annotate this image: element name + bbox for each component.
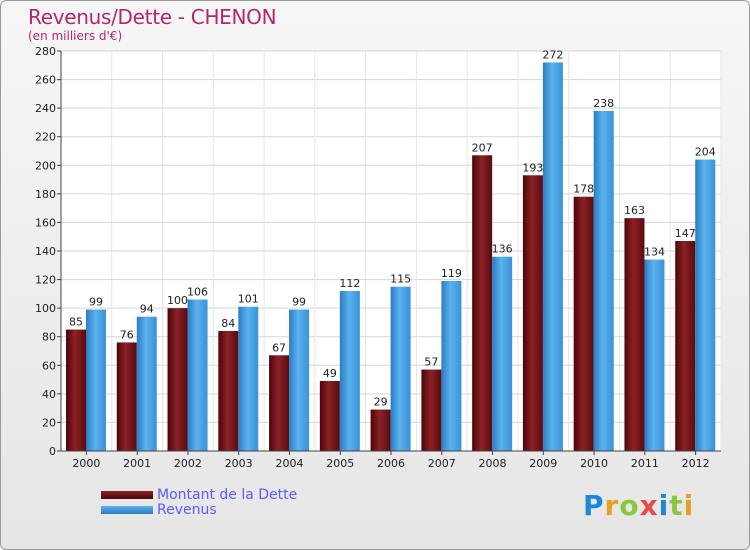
data-label: 49	[323, 367, 337, 380]
y-tick-label: 200	[35, 159, 56, 172]
x-tick-label: 2010	[580, 457, 608, 470]
bar-dette	[66, 329, 86, 451]
y-tick-label: 140	[35, 245, 56, 258]
logo-letter: t	[669, 489, 684, 522]
y-tick-label: 100	[35, 302, 56, 315]
data-label: 136	[492, 243, 513, 256]
y-tick-label: 280	[35, 45, 56, 58]
logo-letter: r	[604, 489, 620, 522]
data-label: 67	[272, 341, 286, 354]
data-label: 204	[695, 146, 716, 159]
legend-swatch-dette	[101, 491, 153, 499]
x-tick-label: 2004	[275, 457, 303, 470]
y-tick-label: 40	[42, 388, 56, 401]
legend-label-revenus: Revenus	[157, 502, 217, 518]
x-tick-label: 2011	[631, 457, 659, 470]
data-label: 238	[593, 97, 614, 110]
y-tick-label: 60	[42, 359, 56, 372]
data-label: 57	[424, 356, 438, 369]
y-tick-label: 0	[49, 445, 56, 458]
data-label: 85	[69, 316, 83, 329]
data-label: 115	[390, 273, 411, 286]
data-label: 94	[140, 303, 154, 316]
data-label: 101	[238, 293, 259, 306]
bar-dette	[218, 331, 239, 451]
data-label: 84	[221, 317, 235, 330]
x-tick-label: 2000	[72, 457, 100, 470]
data-label: 29	[374, 396, 388, 409]
data-label: 99	[89, 296, 103, 309]
legend-swatch-revenus	[101, 506, 153, 514]
bar-revenus	[86, 309, 106, 451]
data-label: 106	[187, 286, 208, 299]
y-tick-label: 260	[35, 74, 56, 87]
x-tick-label: 2002	[174, 457, 202, 470]
bar-dette	[624, 218, 645, 451]
bar-revenus	[542, 62, 563, 452]
bar-revenus	[238, 306, 259, 451]
data-label: 100	[167, 294, 188, 307]
bar-revenus	[136, 316, 157, 451]
x-tick-label: 2012	[682, 457, 710, 470]
bar-dette	[116, 342, 137, 451]
data-label: 76	[120, 328, 134, 341]
x-tick-label: 2006	[377, 457, 405, 470]
bar-revenus	[441, 281, 462, 451]
y-tick-label: 160	[35, 216, 56, 229]
data-label: 163	[624, 204, 645, 217]
bar-dette	[573, 196, 594, 451]
x-tick-label: 2005	[326, 457, 354, 470]
x-tick-label: 2008	[479, 457, 507, 470]
bar-dette	[167, 308, 188, 451]
y-tick-label: 220	[35, 131, 56, 144]
legend-label-dette: Montant de la Dette	[157, 487, 298, 503]
bar-dette	[370, 409, 391, 451]
data-label: 134	[644, 246, 665, 259]
bar-revenus	[492, 256, 513, 451]
data-label: 193	[522, 161, 543, 174]
bar-dette	[522, 175, 543, 452]
bar-dette	[319, 381, 340, 451]
bar-revenus	[289, 309, 310, 451]
data-label: 119	[441, 267, 462, 280]
bar-revenus	[695, 159, 716, 452]
bar-dette	[472, 155, 493, 452]
logo-letter: P	[583, 489, 605, 522]
data-label: 178	[573, 183, 594, 196]
x-tick-label: 2007	[428, 457, 456, 470]
x-tick-label: 2003	[225, 457, 253, 470]
data-label: 207	[472, 141, 493, 154]
chart-title: Revenus/Dette - CHENON	[28, 5, 277, 29]
data-label: 99	[292, 296, 306, 309]
y-tick-label: 240	[35, 102, 56, 115]
data-label: 112	[339, 277, 360, 290]
logo-letter: x	[639, 489, 659, 522]
bar-dette	[675, 241, 696, 451]
y-tick-label: 20	[42, 416, 56, 429]
logo-letter: i	[683, 489, 695, 522]
bar-dette	[421, 369, 442, 451]
bar-dette	[269, 355, 290, 451]
data-label: 147	[675, 227, 696, 240]
bar-revenus	[593, 111, 614, 451]
bar-revenus	[339, 291, 360, 451]
x-tick-label: 2009	[529, 457, 557, 470]
chart-subtitle: (en milliers d'€)	[28, 29, 123, 43]
x-tick-label: 2001	[123, 457, 151, 470]
proxiti-logo: Proxiti	[583, 489, 694, 522]
y-tick-label: 180	[35, 188, 56, 201]
y-tick-label: 80	[42, 331, 56, 344]
bar-revenus	[187, 299, 208, 451]
bar-revenus	[644, 259, 665, 451]
bar-revenus	[390, 286, 411, 451]
y-tick-label: 120	[35, 274, 56, 287]
logo-letter: o	[619, 489, 640, 522]
logo-letter: i	[658, 489, 670, 522]
data-label: 272	[542, 48, 563, 61]
